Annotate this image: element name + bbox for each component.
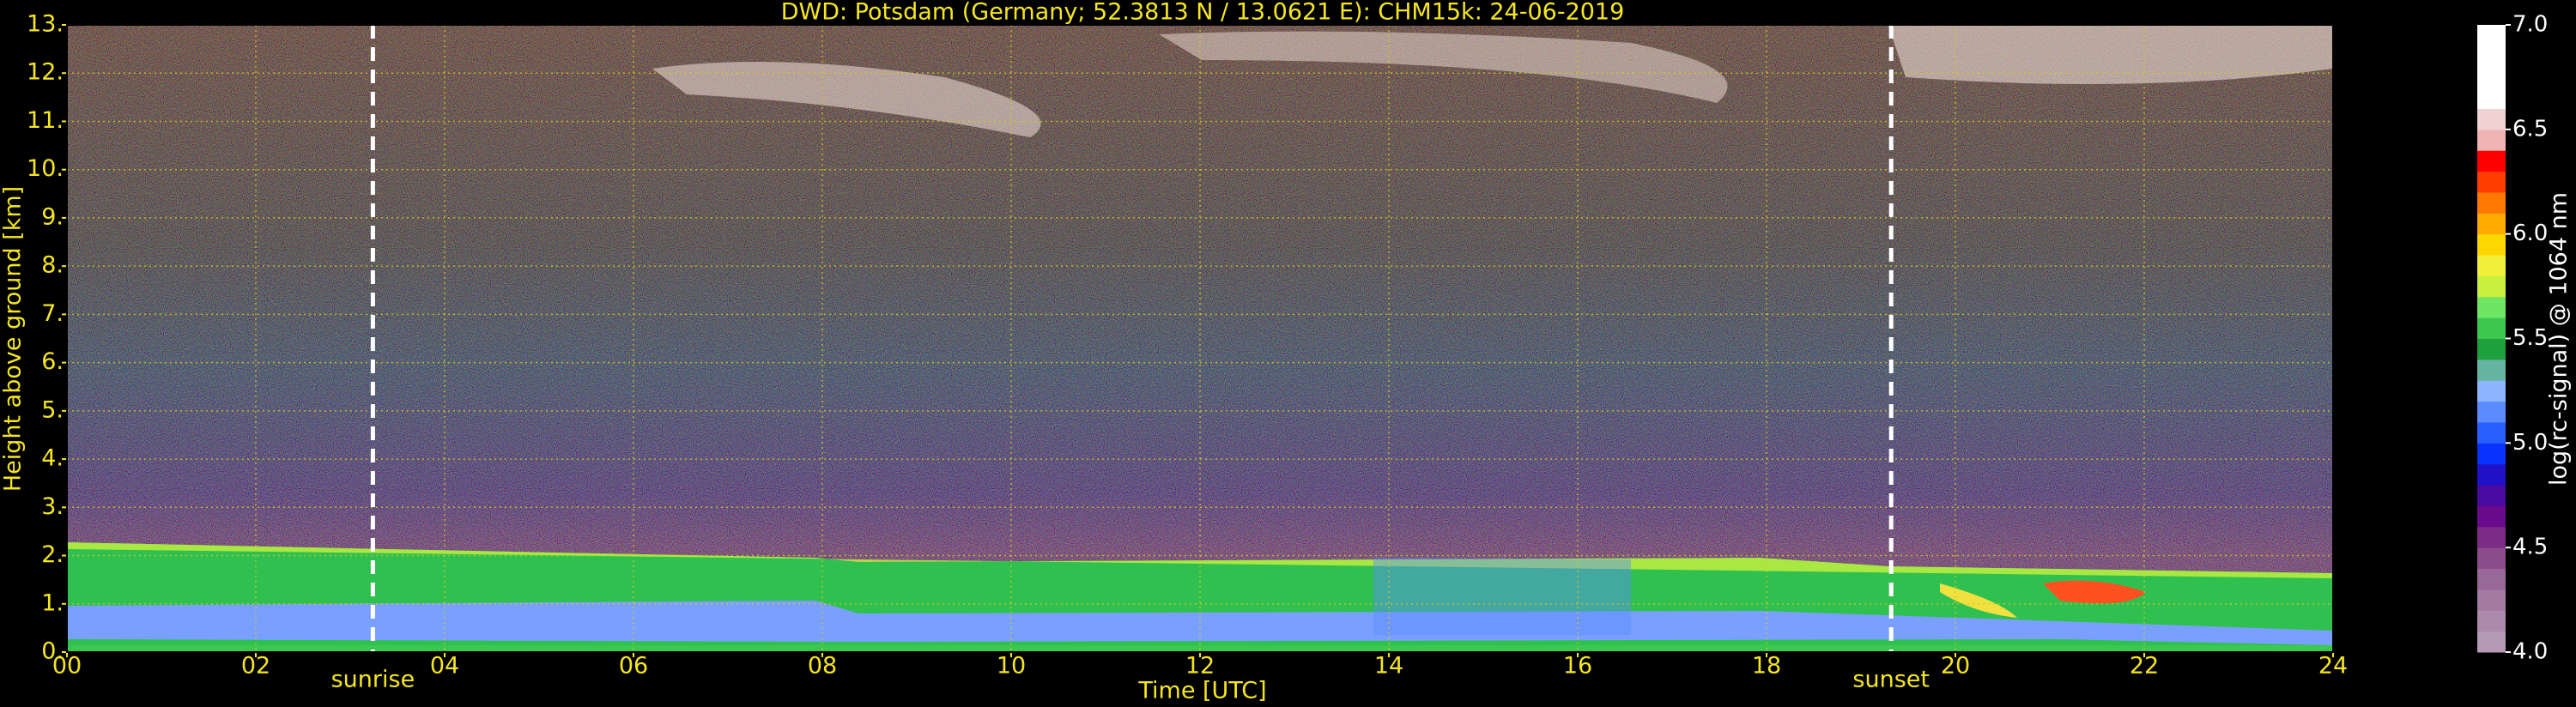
y-tick-label: 12. [27,59,64,86]
y-tick-label: 3. [41,493,64,520]
colorbar-swatch [2477,129,2506,151]
colorbar-swatch [2477,338,2506,360]
colorbar-swatch [2477,568,2506,590]
colorbar-swatch [2477,150,2506,172]
colorbar-tick-label: 6.0 [2512,221,2548,246]
colorbar-tick-label: 4.5 [2512,535,2548,560]
y-tick-label: 8. [41,252,64,279]
x-tick-label: 14 [1374,653,1403,680]
x-tick-label: 12 [1185,653,1215,680]
colorbar-swatch [2477,443,2506,465]
colorbar-tick-label: 4.0 [2512,639,2548,665]
colorbar-swatch [2477,359,2506,381]
x-tick-label: 18 [1752,653,1781,680]
colorbar-swatch [2477,66,2506,88]
y-tick-label: 11. [27,107,64,134]
colorbar-swatch [2477,547,2506,570]
colorbar-swatch [2477,401,2506,423]
annotation-label: sunset [1852,667,1930,693]
colorbar-swatch [2477,485,2506,506]
colorbar-swatch [2477,589,2506,611]
colorbar-swatch [2477,171,2506,193]
y-tick-label: 13. [27,11,64,38]
y-tick-label: 0. [41,638,64,665]
colorbar-swatch [2477,45,2506,68]
colorbar-swatch [2477,255,2506,276]
chart-title: DWD: Potsdam (Germany; 52.3813 N / 13.06… [781,0,1625,26]
colorbar-swatch [2477,631,2506,653]
y-tick-label: 10. [27,155,64,182]
colorbar-swatch [2477,463,2506,486]
y-tick-label: 2. [41,541,64,568]
colorbar-swatch [2477,108,2506,130]
x-tick-label: 24 [2318,653,2348,680]
x-tick-label: 04 [430,653,459,680]
colorbar-swatch [2477,233,2506,256]
x-tick-label: 08 [808,653,837,680]
x-tick-label: 22 [2130,653,2159,680]
colorbar-tick-label: 5.5 [2512,325,2548,351]
x-axis-label: Time [UTC] [1137,678,1266,704]
x-tick-label: 20 [1941,653,1970,680]
x-tick-label: 00 [52,653,82,680]
colorbar-tick-label: 6.5 [2512,116,2548,142]
x-tick-label: 06 [619,653,648,680]
colorbar-swatch [2477,191,2506,214]
colorbar-swatch [2477,610,2506,632]
colorbar-label: log(rc-signal) @ 1064 nm [2546,192,2573,486]
colorbar-swatch [2477,88,2506,109]
colorbar-swatch [2477,421,2506,444]
y-tick-label: 5. [41,396,64,423]
x-tick-label: 16 [1563,653,1592,680]
x-tick-label: 10 [997,653,1026,680]
y-tick-label: 4. [41,445,64,472]
annotation-label: sunrise [331,667,415,693]
y-axis-label: Height above ground [km] [0,186,27,492]
colorbar-tick-label: 5.0 [2512,430,2548,456]
y-tick-label: 6. [41,348,64,375]
y-tick-label: 1. [41,589,64,616]
colorbar-swatch [2477,296,2506,318]
colorbar-tick-label: 7.0 [2512,12,2548,38]
colorbar-swatch [2477,213,2506,235]
colorbar-swatch [2477,526,2506,548]
colorbar-swatch [2477,25,2506,46]
x-tick-label: 02 [241,653,270,680]
colorbar-swatch [2477,380,2506,402]
y-tick-label: 7. [41,300,64,327]
colorbar-swatch [2477,505,2506,528]
colorbar-swatch [2477,317,2506,339]
colorbar-swatch [2477,275,2506,298]
plot-frame [66,24,2334,653]
y-tick-label: 9. [41,203,64,230]
